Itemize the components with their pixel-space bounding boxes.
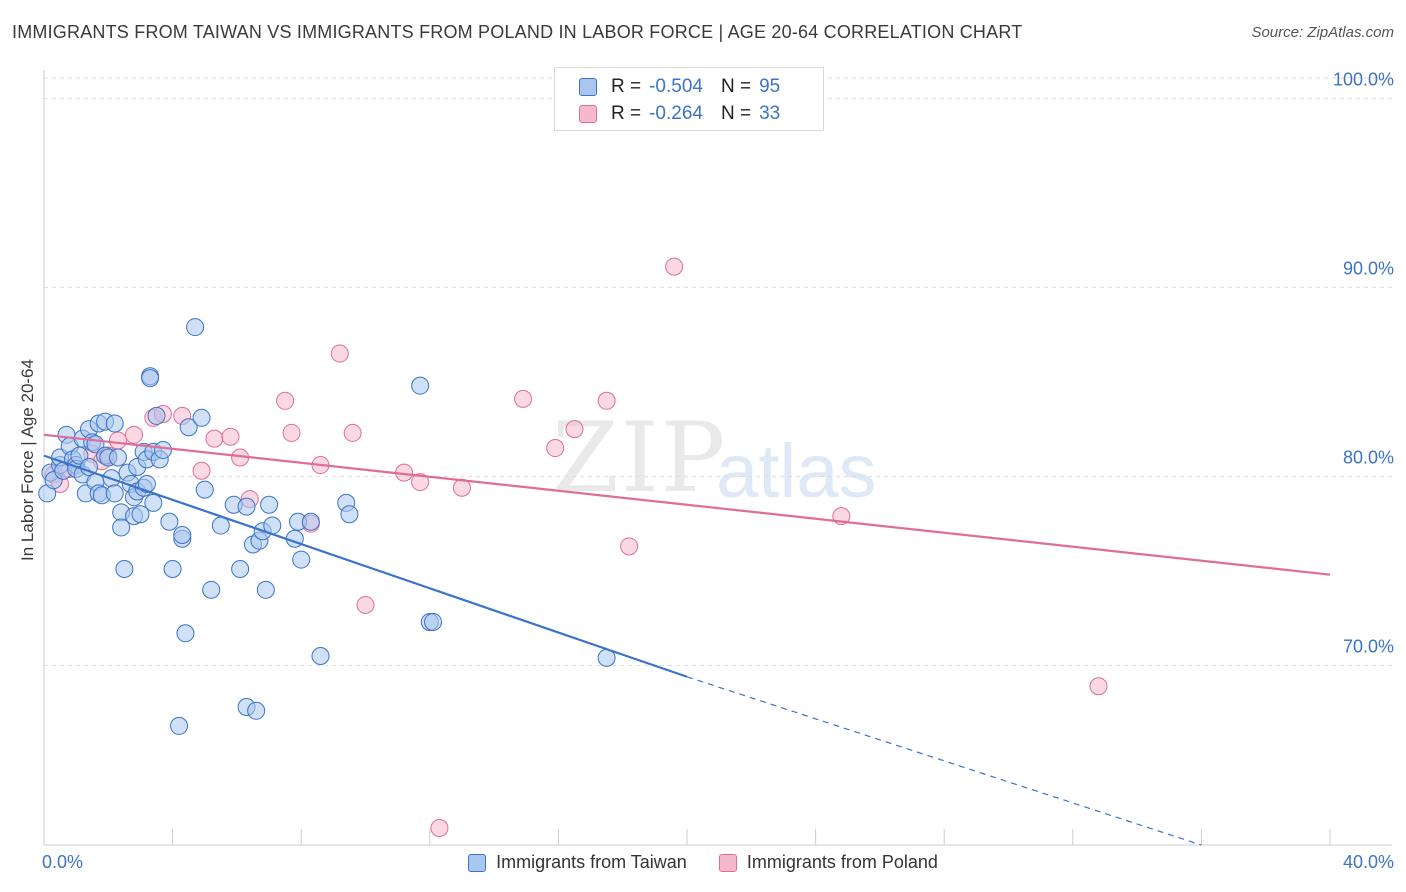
taiwan-swatch	[579, 78, 597, 96]
grid-lines	[44, 77, 1392, 666]
y-tick-label: 90.0%	[1342, 258, 1394, 279]
taiwan-point	[173, 526, 192, 544]
taiwan-point	[144, 493, 163, 512]
taiwan-point	[260, 495, 279, 514]
poland-point	[430, 818, 449, 837]
taiwan-point	[411, 376, 430, 395]
source-label: Source: ZipAtlas.com	[1251, 24, 1394, 41]
poland-swatch	[579, 105, 597, 123]
watermark-atlas: atlas	[716, 429, 877, 514]
poland-points	[44, 257, 1108, 837]
legend-n-value-taiwan: 95	[759, 76, 781, 97]
poland-point	[108, 431, 127, 450]
legend-row-poland: R = -0.264 N = 33	[579, 102, 780, 126]
taiwan-point	[105, 484, 124, 503]
legend-r-label: R =	[611, 103, 642, 124]
taiwan-point	[192, 408, 211, 427]
series-legend-taiwan-label: Immigrants from Taiwan	[496, 852, 687, 872]
taiwan-trend-line	[43, 454, 688, 678]
taiwan-point	[247, 701, 266, 720]
taiwan-point	[112, 518, 131, 537]
taiwan-point	[311, 646, 330, 665]
poland-point	[565, 420, 584, 439]
series-legend-poland-label: Immigrants from Poland	[746, 852, 938, 872]
legend-r-value-taiwan: -0.504	[649, 76, 703, 97]
poland-point	[514, 389, 533, 408]
y-tick-label: 100.0%	[1332, 69, 1394, 90]
series-legend-taiwan[interactable]: Immigrants from Taiwan	[468, 852, 687, 873]
taiwan-point	[170, 716, 189, 735]
legend-row-taiwan: R = -0.504 N = 95	[579, 75, 780, 99]
taiwan-points	[38, 318, 616, 735]
correlation-legend: R = -0.504 N = 95 R = -0.264 N = 33	[554, 67, 824, 131]
taiwan-point	[108, 448, 127, 467]
poland-point	[343, 423, 362, 442]
y-tick-label: 80.0%	[1342, 447, 1394, 468]
poland-point	[665, 257, 684, 276]
series-legend-poland[interactable]: Immigrants from Poland	[718, 852, 938, 873]
taiwan-point	[231, 560, 250, 579]
series-legend: Immigrants from Taiwan Immigrants from P…	[0, 852, 1406, 873]
poland-point	[192, 461, 211, 480]
poland-point	[276, 391, 295, 410]
taiwan-point	[105, 414, 124, 433]
trend-lines	[43, 433, 1331, 846]
y-tick-label: 70.0%	[1342, 636, 1394, 657]
axes	[43, 70, 1392, 846]
poland-point	[356, 595, 375, 614]
poland-point	[546, 439, 565, 458]
taiwan-trend-extension	[686, 676, 1202, 846]
poland-point	[330, 344, 349, 363]
taiwan-point	[137, 474, 156, 493]
taiwan-legend-swatch	[468, 853, 487, 872]
taiwan-point	[80, 457, 99, 476]
taiwan-point	[176, 624, 195, 643]
poland-point	[205, 429, 224, 448]
taiwan-point	[115, 560, 134, 579]
taiwan-point	[186, 318, 205, 337]
taiwan-point	[153, 440, 172, 459]
poland-point	[620, 537, 639, 556]
poland-point	[597, 391, 616, 410]
taiwan-point	[163, 560, 182, 579]
x-tick-label-min: 0.0%	[42, 852, 84, 872]
taiwan-point	[195, 480, 214, 499]
watermark-zip: ZIP	[552, 402, 728, 514]
legend-n-value-poland: 33	[759, 103, 781, 124]
legend-n-label: N =	[720, 103, 752, 124]
legend-n-label: N =	[720, 76, 752, 97]
taiwan-point	[147, 406, 166, 425]
poland-point	[411, 473, 430, 492]
taiwan-point	[131, 505, 150, 524]
legend-r-value-poland: -0.264	[649, 103, 703, 124]
taiwan-point	[424, 612, 443, 631]
taiwan-point	[179, 418, 198, 437]
poland-point	[1089, 677, 1108, 696]
x-tick-label-max: 40.0%	[1342, 852, 1394, 872]
taiwan-point	[141, 369, 160, 388]
taiwan-point	[292, 550, 311, 569]
taiwan-point	[202, 580, 221, 599]
taiwan-point	[340, 505, 359, 524]
taiwan-point	[237, 497, 256, 516]
taiwan-point	[256, 580, 275, 599]
taiwan-point	[301, 512, 320, 531]
poland-point	[125, 425, 144, 444]
legend-r-label: R =	[611, 76, 642, 97]
taiwan-point	[160, 512, 179, 531]
poland-legend-swatch	[718, 853, 737, 872]
poland-point	[282, 423, 301, 442]
poland-trend-line	[43, 433, 1331, 576]
chart-title: IMMIGRANTS FROM TAIWAN VS IMMIGRANTS FRO…	[12, 22, 1023, 42]
poland-point	[221, 427, 240, 446]
